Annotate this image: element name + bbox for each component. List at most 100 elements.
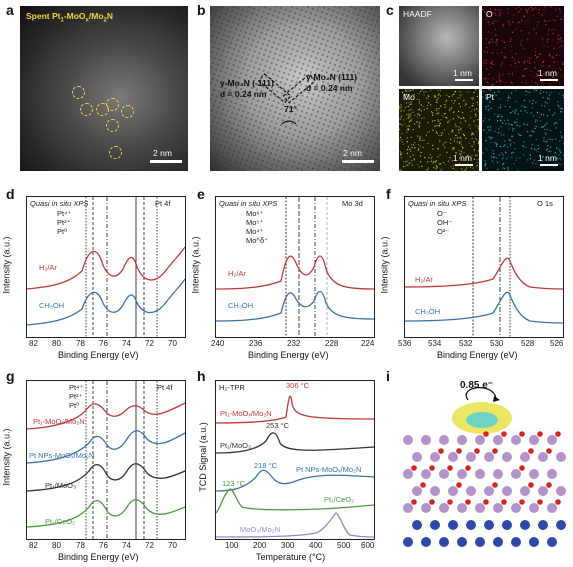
eds-signal-dot <box>509 106 511 108</box>
atom <box>529 435 539 445</box>
atom <box>466 486 476 496</box>
atom <box>429 465 435 471</box>
eds-signal-dot <box>500 104 502 106</box>
eds-signal-dot <box>407 105 409 107</box>
eds-signal-dot <box>486 81 488 84</box>
eds-signal-dot <box>521 105 523 107</box>
eds-signal-dot <box>490 63 492 65</box>
eds-signal-dot <box>472 98 474 100</box>
eds-signal-dot <box>489 89 492 91</box>
atom <box>466 520 476 530</box>
eds-signal-dot <box>433 167 435 169</box>
eds-signal-dot <box>418 123 420 125</box>
eds-signal-dot <box>454 91 456 93</box>
eds-signal-dot <box>489 41 491 43</box>
scale-bar <box>455 79 473 81</box>
eds-signal-dot <box>484 163 487 165</box>
curve-h2ar <box>27 246 185 290</box>
atom <box>457 469 467 479</box>
eds-signal-dot <box>560 107 562 110</box>
eds-signal-dot <box>510 81 513 83</box>
eds-signal-dot <box>448 133 450 135</box>
eds-signal-dot <box>407 128 409 130</box>
eds-signal-dot <box>463 133 465 135</box>
eds-signal-dot <box>477 110 479 112</box>
atom <box>492 482 498 488</box>
eds-signal-dot <box>559 55 561 57</box>
eds-signal-dot <box>555 54 558 56</box>
eds-signal-dot <box>549 65 551 67</box>
atom <box>555 431 561 437</box>
eds-signal-dot <box>418 166 420 168</box>
eds-signal-dot <box>549 129 551 131</box>
eds-signal-dot <box>487 109 489 111</box>
eds-signal-dot <box>556 122 558 124</box>
eds-signal-dot <box>507 97 509 99</box>
eds-signal-dot <box>453 148 455 150</box>
eds-signal-dot <box>554 152 556 154</box>
eds-signal-dot <box>527 159 529 161</box>
atom <box>474 448 480 454</box>
curve-moo3-mo2n <box>216 512 374 538</box>
eds-signal-dot <box>553 165 555 167</box>
eds-signal-dot <box>409 102 412 104</box>
eds-signal-dot <box>437 156 439 158</box>
eds-signal-dot <box>539 92 541 95</box>
scale-bar <box>342 160 374 163</box>
eds-signal-dot <box>556 15 558 17</box>
eds-signal-dot <box>438 111 440 114</box>
eds-signal-dot <box>548 109 550 111</box>
eds-signal-dot <box>446 117 448 119</box>
eds-signal-dot <box>416 163 419 165</box>
eds-signal-dot <box>486 149 488 151</box>
charge-depletion <box>466 412 498 428</box>
eds-signal-dot <box>519 134 521 136</box>
eds-signal-dot <box>524 110 526 112</box>
eds-signal-dot <box>458 103 460 105</box>
atom <box>412 452 422 462</box>
eds-signal-dot <box>410 136 412 138</box>
eds-signal-dot <box>413 93 415 95</box>
eds-signal-dot <box>486 18 488 20</box>
xps-plot-pt4f: Quasi in situ XPS Pt 4f Pt⁴⁺ Pt²⁺ Pt⁰ H₂… <box>26 196 186 338</box>
eds-signal-dot <box>485 78 487 80</box>
eds-signal-dot <box>413 94 415 96</box>
eds-signal-dot <box>526 131 529 133</box>
eds-signal-dot <box>547 33 549 35</box>
eds-signal-dot <box>560 40 563 42</box>
eds-signal-dot <box>418 148 420 150</box>
eds-signal-dot <box>503 162 505 164</box>
eds-signal-dot <box>400 157 403 159</box>
eds-signal-dot <box>528 8 530 10</box>
eds-signal-dot <box>526 124 528 126</box>
atom <box>519 499 525 505</box>
eds-signal-dot <box>528 32 530 34</box>
eds-signal-dot <box>528 60 530 62</box>
eds-signal-dot <box>499 9 502 11</box>
atom <box>520 452 530 462</box>
eds-signal-dot <box>444 163 446 166</box>
eds-signal-dot <box>500 10 502 12</box>
eds-signal-dot <box>406 152 409 155</box>
eds-signal-dot <box>403 110 405 112</box>
eds-signal-dot <box>460 122 462 124</box>
eds-signal-dot <box>533 148 536 150</box>
atom <box>538 452 548 462</box>
eds-signal-dot <box>535 120 537 123</box>
eds-signal-dot <box>558 47 560 49</box>
atom <box>493 435 503 445</box>
eds-signal-dot <box>486 47 488 49</box>
eds-signal-dot <box>430 160 432 162</box>
eds-signal-dot <box>559 37 561 39</box>
eds-signal-dot <box>543 9 545 11</box>
eds-signal-dot <box>430 158 432 160</box>
xps-header: Quasi in situ XPS <box>219 199 278 208</box>
eds-signal-dot <box>546 115 549 117</box>
eds-signal-dot <box>461 94 463 96</box>
atom <box>448 486 458 496</box>
eds-signal-dot <box>452 118 454 120</box>
eds-signal-dot <box>512 151 514 153</box>
eds-signal-dot <box>511 156 513 158</box>
eds-signal-dot <box>401 141 404 143</box>
eds-signal-dot <box>450 166 452 168</box>
